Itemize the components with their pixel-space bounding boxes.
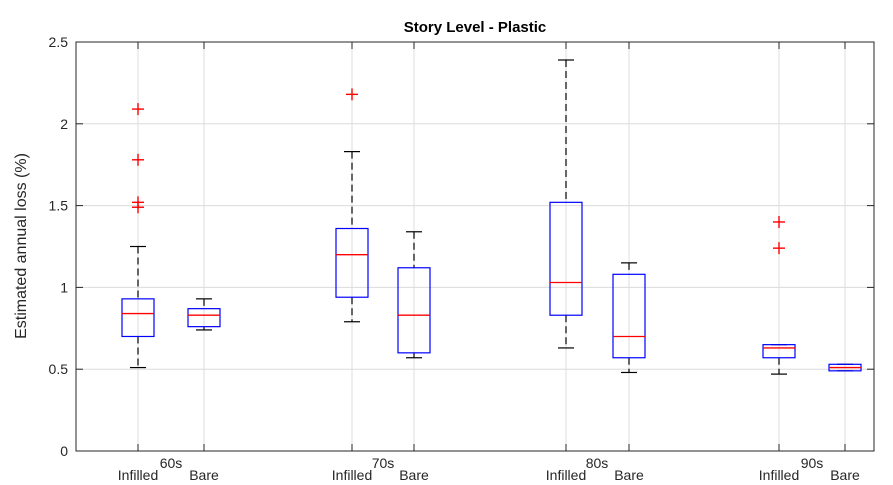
box-iqr: [549, 201, 583, 316]
x-tick-label-infilled: Infilled: [546, 467, 586, 483]
group-label-80s: 80s: [586, 455, 609, 471]
box-90s-bare: [828, 363, 862, 372]
boxes: [121, 59, 862, 375]
y-tick-label: 0: [60, 443, 68, 459]
box-iqr: [335, 227, 369, 298]
chart-title: Story Level - Plastic: [404, 19, 547, 36]
plot-frame: [75, 41, 875, 452]
y-tick-label: 1: [60, 279, 68, 295]
y-axis-label: Estimated annual loss (%): [13, 153, 30, 339]
box-90s-infilled: [762, 215, 796, 375]
x-tick-label-bare: Bare: [399, 467, 429, 483]
box-60s-bare: [187, 298, 221, 331]
box-60s-infilled: [121, 103, 155, 369]
axis-ticks: 0 0.5 1 1.5 2 2.5 Infilled Bare Infilled Bare Infi…: [49, 34, 874, 483]
box-iqr: [121, 298, 155, 338]
grid-lines: [76, 41, 874, 452]
box-iqr: [762, 344, 796, 359]
box-70s-infilled: [335, 88, 369, 323]
x-tick-label-bare: Bare: [830, 467, 860, 483]
x-tick-label-infilled: Infilled: [759, 467, 799, 483]
box-iqr: [612, 273, 646, 359]
group-label-70s: 70s: [372, 455, 395, 471]
box-70s-bare: [397, 231, 431, 359]
box-80s-bare: [612, 262, 646, 374]
y-tick-label: 0.5: [49, 361, 69, 377]
y-tick-label: 2.5: [49, 34, 69, 50]
box-80s-infilled: [549, 59, 583, 349]
box-iqr: [397, 267, 431, 354]
x-tick-label-bare: Bare: [614, 467, 644, 483]
y-tick-label: 1.5: [49, 198, 69, 214]
group-label-60s: 60s: [160, 455, 183, 471]
x-tick-label-bare: Bare: [189, 467, 219, 483]
y-tick-label: 2: [60, 116, 68, 132]
box-iqr: [187, 308, 221, 328]
x-tick-label-infilled: Infilled: [118, 467, 158, 483]
x-tick-label-infilled: Infilled: [332, 467, 372, 483]
group-label-90s: 90s: [801, 455, 824, 471]
